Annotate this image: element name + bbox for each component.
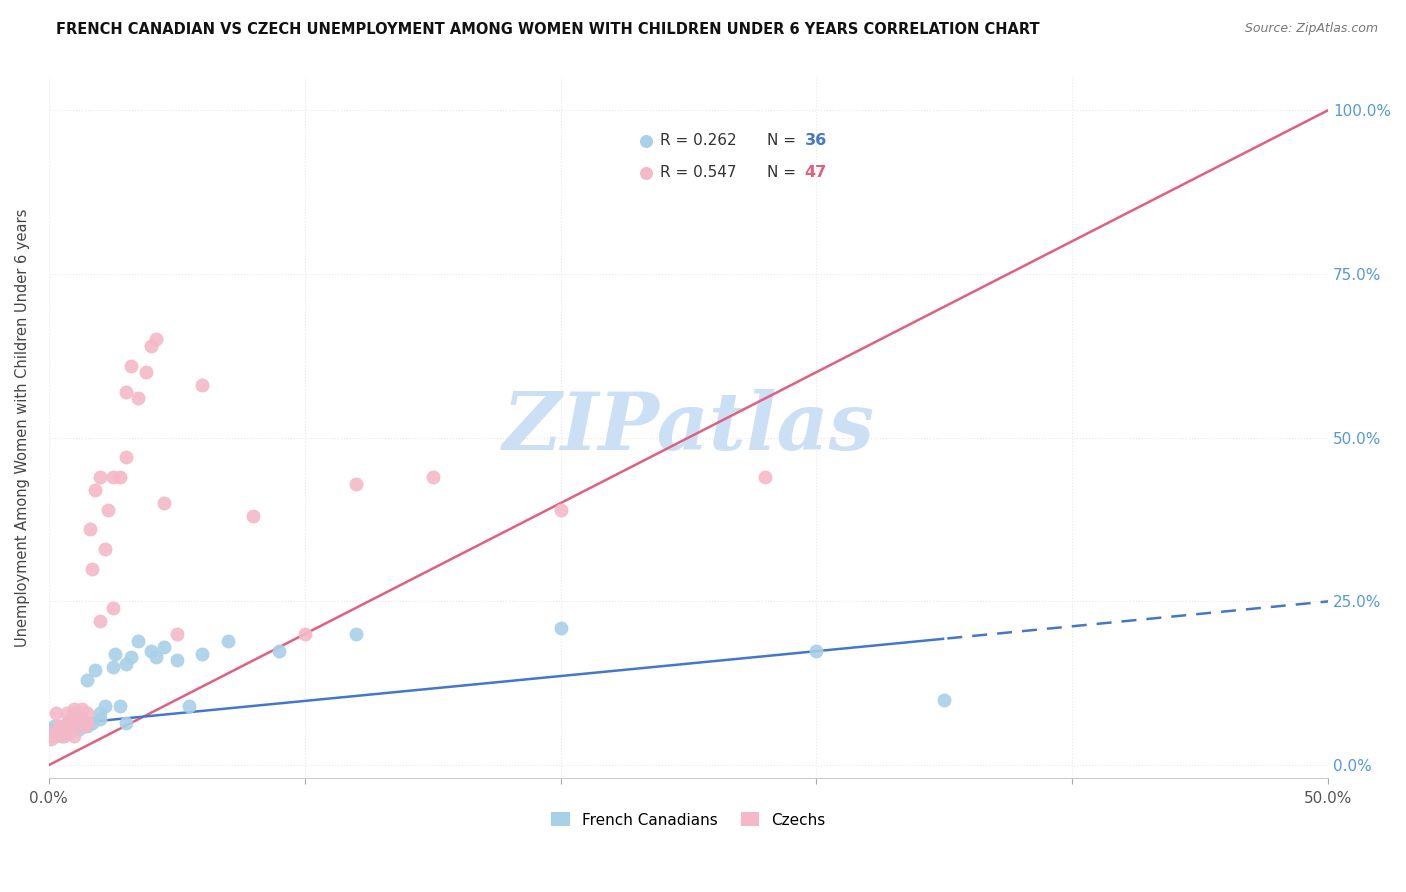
Point (63, 709, 86, 723)
Point (242, 509, 264, 524)
Point (636, 134, 658, 148)
Point (120, 359, 142, 373)
Point (114, 715, 136, 730)
Point (48, 719, 70, 733)
Point (55, 706, 77, 720)
Point (139, 339, 162, 353)
Point (45, 722, 67, 736)
Point (754, 470, 776, 484)
Point (38, 729, 60, 743)
Point (39, 731, 62, 746)
Point (344, 627, 367, 641)
Point (104, 647, 127, 661)
Text: R = 0.547: R = 0.547 (661, 165, 737, 180)
Point (294, 627, 316, 641)
Text: FRENCH CANADIAN VS CZECH UNEMPLOYMENT AMONG WOMEN WITH CHILDREN UNDER 6 YEARS CO: FRENCH CANADIAN VS CZECH UNEMPLOYMENT AM… (56, 22, 1040, 37)
Point (53, 729, 76, 743)
Point (89, 712, 111, 726)
Y-axis label: Unemployment Among Women with Children Under 6 years: Unemployment Among Women with Children U… (15, 209, 30, 647)
Point (89, 470, 111, 484)
Point (934, 692, 956, 706)
Point (55, 715, 77, 730)
Point (550, 621, 572, 635)
Point (45, 706, 67, 720)
Point (110, 470, 132, 484)
Point (63, 706, 86, 720)
Point (120, 650, 142, 665)
Point (58, 719, 80, 733)
Point (76, 706, 98, 720)
Point (83, 483, 105, 497)
Text: N =: N = (766, 165, 801, 180)
Point (60, 712, 83, 726)
Text: R = 0.262: R = 0.262 (661, 134, 737, 148)
Point (63, 719, 86, 733)
Point (166, 653, 188, 667)
Text: 36: 36 (804, 134, 827, 148)
Point (76, 719, 98, 733)
Point (550, 502, 572, 516)
Point (79, 522, 101, 536)
Point (42, 719, 65, 733)
Point (145, 333, 167, 347)
Point (76, 673, 98, 687)
Point (70, 702, 93, 716)
Point (166, 627, 188, 641)
Point (51, 719, 73, 733)
Point (69, 722, 91, 736)
Point (63, 702, 86, 716)
Point (101, 470, 124, 484)
Point (153, 496, 176, 510)
Point (89, 614, 111, 628)
Point (191, 647, 214, 661)
Point (344, 476, 367, 491)
Text: ZIPatlas: ZIPatlas (502, 389, 875, 467)
Point (97, 502, 120, 516)
Point (69, 715, 91, 730)
Point (101, 660, 124, 674)
Point (94, 541, 117, 556)
Point (55, 722, 77, 736)
Point (127, 633, 149, 648)
Point (114, 384, 136, 399)
Point (63, 729, 86, 743)
Point (101, 601, 124, 615)
Point (76, 715, 98, 730)
Point (806, 643, 828, 657)
Point (135, 365, 157, 379)
Point (38, 725, 60, 739)
Point (51, 725, 73, 739)
Point (153, 640, 176, 655)
Point (114, 450, 136, 465)
Point (70, 712, 93, 726)
Point (58, 725, 80, 739)
Point (139, 643, 162, 657)
Point (179, 699, 201, 714)
Point (89, 706, 111, 720)
Point (45, 729, 67, 743)
Point (73, 719, 96, 733)
Point (422, 470, 444, 484)
Point (127, 392, 149, 406)
Point (145, 650, 167, 665)
Text: N =: N = (766, 134, 801, 148)
Point (267, 643, 290, 657)
Legend: French Canadians, Czechs: French Canadians, Czechs (546, 806, 831, 834)
Point (83, 663, 105, 677)
Point (82, 715, 104, 730)
Point (191, 378, 214, 392)
Point (110, 699, 132, 714)
Point (114, 657, 136, 671)
Text: Source: ZipAtlas.com: Source: ZipAtlas.com (1244, 22, 1378, 36)
Point (94, 699, 117, 714)
Point (42, 725, 65, 739)
Point (51, 729, 73, 743)
Point (636, 166, 658, 180)
Point (217, 633, 239, 648)
Point (82, 561, 104, 575)
Text: 47: 47 (804, 165, 827, 180)
